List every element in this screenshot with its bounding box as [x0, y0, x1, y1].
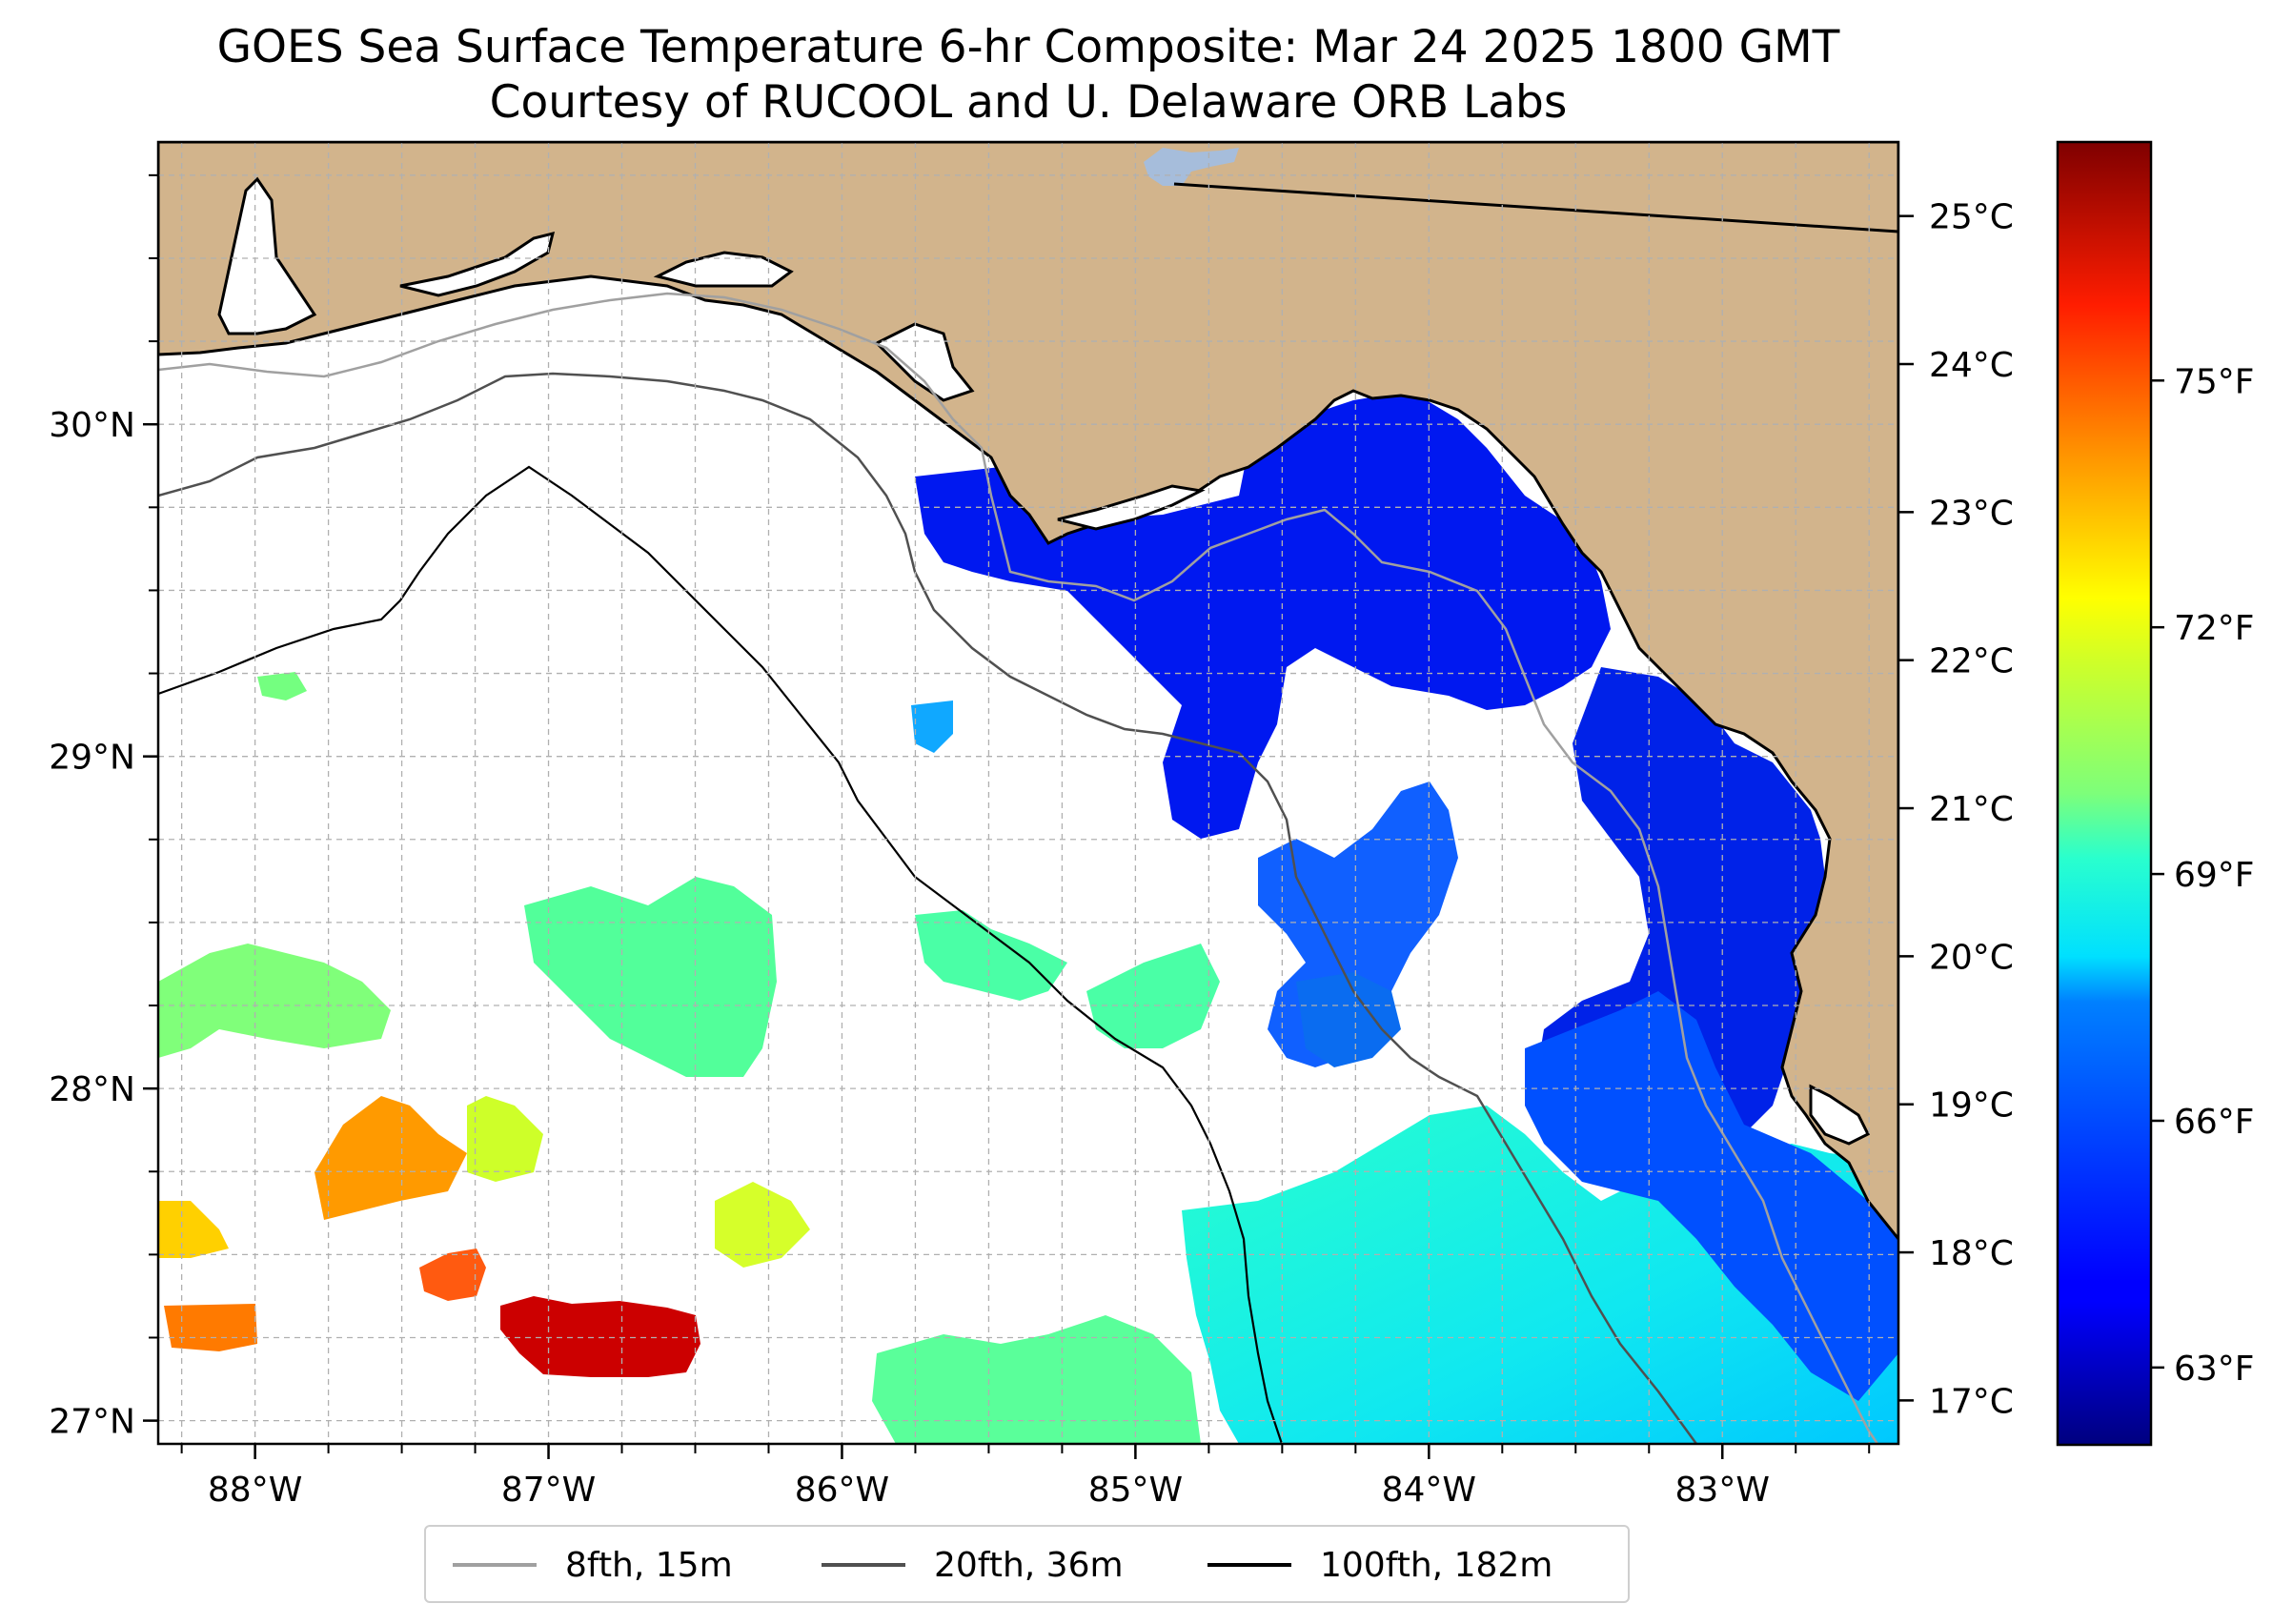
- fahrenheit-tick-label: 72°F: [2174, 609, 2255, 648]
- fahrenheit-tick-label: 69°F: [2174, 856, 2255, 895]
- celsius-tick-label: 21°C: [1929, 790, 2014, 829]
- colorbar-gradient: [2056, 140, 2153, 1447]
- sst-patch-red-orange: [419, 1248, 486, 1301]
- sst-patch-green-right: [1086, 944, 1220, 1048]
- bay-pensacola: [217, 176, 317, 335]
- bay-ochlockonee: [1057, 484, 1206, 531]
- legend-swatch-20fth: [822, 1563, 905, 1567]
- legend-item-8fth: 8fth, 15m: [453, 1544, 733, 1586]
- land-mass: [158, 142, 1898, 1242]
- legend-item-20fth: 20fth, 36m: [822, 1544, 1124, 1586]
- legend-label-20fth: 20fth, 36m: [934, 1545, 1124, 1585]
- legend-label-100fth: 100fth, 182m: [1320, 1545, 1553, 1585]
- sst-patch-green-center: [524, 877, 777, 1077]
- celsius-tick-label: 17°C: [1929, 1382, 2014, 1421]
- fahrenheit-tick-label: 75°F: [2174, 362, 2255, 401]
- sst-patch-orange-west: [315, 1096, 467, 1220]
- sst-patch-green-south: [872, 1315, 1201, 1444]
- sst-patch-green-northwest: [257, 672, 307, 700]
- sst-patch-west-green: [158, 944, 391, 1058]
- map-title: GOES Sea Surface Temperature 6-hr Compos…: [216, 21, 1840, 73]
- lon-tick-label: 87°W: [501, 1471, 596, 1510]
- sst-patch-green-mid: [915, 910, 1067, 1001]
- lon-tick-label: 85°W: [1088, 1471, 1183, 1510]
- contour-legend: 8fth, 15m 20fth, 36m 100fth, 182m: [424, 1525, 1630, 1603]
- celsius-tick-label: 20°C: [1929, 938, 2014, 977]
- bay-apalachicola: [874, 322, 975, 402]
- state-border: [1173, 182, 1898, 233]
- lat-tick-label: 28°N: [49, 1070, 135, 1109]
- celsius-tick-label: 25°C: [1929, 198, 2014, 237]
- contour-100fth: [158, 465, 1284, 1444]
- celsius-tick-label: 24°C: [1929, 346, 2014, 385]
- sst-patch-yellow-south: [715, 1182, 810, 1268]
- legend-swatch-100fth: [1207, 1563, 1291, 1567]
- graticule: [158, 142, 1898, 1444]
- lon-tick-label: 83°W: [1675, 1471, 1770, 1510]
- map-subtitle: Courtesy of RUCOOL and U. Delaware ORB L…: [489, 76, 1568, 129]
- celsius-tick-label: 19°C: [1929, 1086, 2014, 1126]
- sst-patch-big-bend-north: [915, 391, 1611, 839]
- sst-patch-dark-red: [500, 1296, 700, 1377]
- celsius-tick-label: 22°C: [1929, 642, 2014, 681]
- legend-label-8fth: 8fth, 15m: [565, 1545, 733, 1585]
- sst-patch-light-blue-north: [911, 700, 953, 753]
- sst-patch-blue-midshelf: [1525, 991, 1898, 1401]
- sst-patch-tampa-approach: [1296, 972, 1401, 1067]
- sst-patch-yellow-edge: [158, 1201, 229, 1258]
- lat-tick-label: 30°N: [49, 406, 135, 445]
- fahrenheit-tick-label: 66°F: [2174, 1103, 2255, 1142]
- map-frame: [156, 140, 1900, 1446]
- lake-seminole: [1144, 148, 1239, 186]
- fahrenheit-tick-label: 63°F: [2174, 1350, 2255, 1389]
- lon-tick-label: 86°W: [795, 1471, 889, 1510]
- celsius-tick-label: 23°C: [1929, 494, 2014, 533]
- lon-tick-label: 84°W: [1382, 1471, 1476, 1510]
- colorbar: 17°C 18°C 19°C 20°C 21°C 22°C 23°C 24°C 25°C 63°F…: [1898, 140, 2255, 1447]
- lon-tick-label: 88°W: [208, 1471, 302, 1510]
- celsius-tick-label: 18°C: [1929, 1234, 2014, 1273]
- bay-tampa: [1809, 1084, 1871, 1146]
- legend-swatch-8fth: [453, 1563, 537, 1567]
- contour-8fth: [158, 292, 1879, 1444]
- colorbar-ticks: 17°C 18°C 19°C 20°C 21°C 22°C 23°C 24°C 25°C 63°F…: [1898, 198, 2255, 1421]
- lat-tick-label: 29°N: [49, 739, 135, 778]
- sst-data-layer: [158, 391, 1898, 1444]
- contour-20fth: [158, 372, 1698, 1444]
- lat-tick-label: 27°N: [49, 1403, 135, 1442]
- bay-st-andrews: [653, 251, 794, 288]
- sst-patch-yellow-green: [467, 1096, 543, 1182]
- bay-choctawhatchee: [399, 231, 556, 297]
- legend-item-100fth: 100fth, 182m: [1207, 1544, 1552, 1586]
- sst-patch-orange-small: [164, 1304, 257, 1351]
- axis-ticks: 88°W 87°W 86°W 85°W 84°W 83°W 27°N 28°N 29°N 30°N: [49, 173, 1871, 1510]
